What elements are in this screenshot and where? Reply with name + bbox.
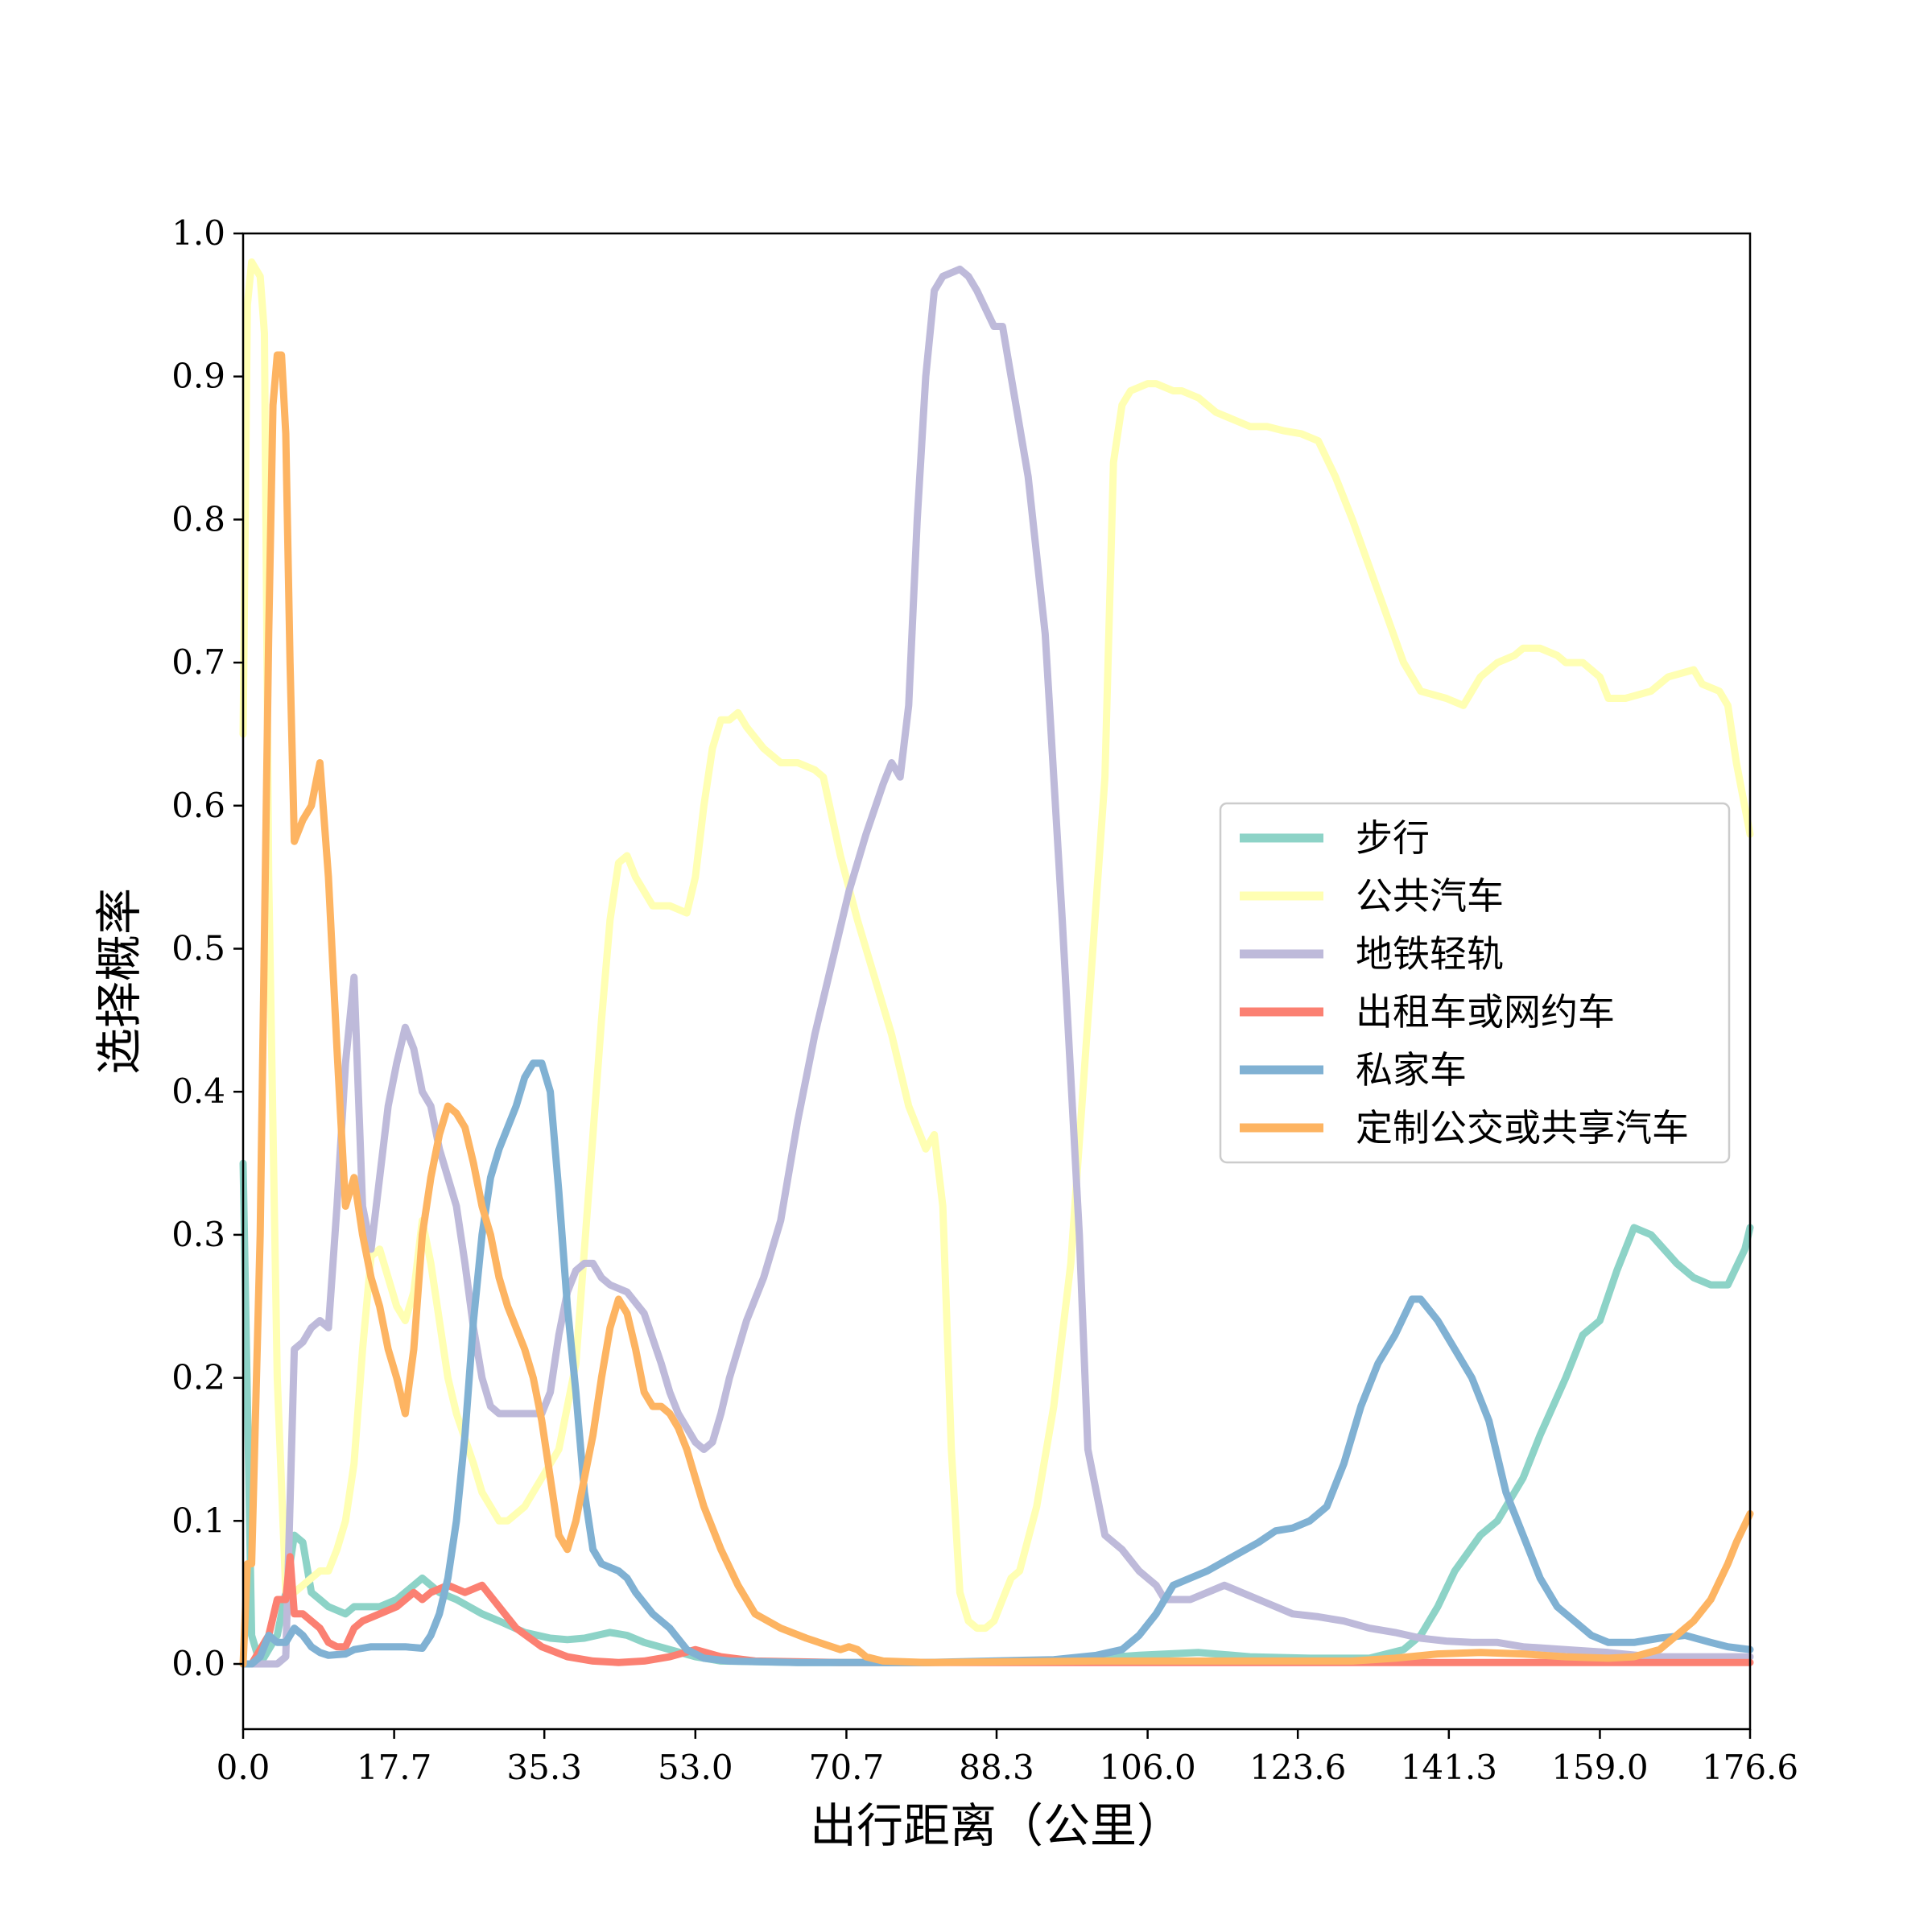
y-tick-label: 0.1 (171, 1501, 225, 1540)
x-tick-label: 0.0 (217, 1748, 270, 1787)
x-tick-label: 141.3 (1401, 1748, 1497, 1787)
x-tick-label: 176.6 (1702, 1748, 1798, 1787)
y-tick-label: 0.6 (171, 786, 225, 825)
x-tick-label: 88.3 (959, 1748, 1034, 1787)
series-line-1 (239, 258, 1754, 1633)
x-tick-label: 35.3 (506, 1748, 582, 1787)
plot-lines (239, 258, 1754, 1668)
y-tick-label: 0.7 (171, 642, 225, 682)
y-tick-label: 0.9 (171, 357, 225, 396)
x-tick-label: 123.6 (1249, 1748, 1346, 1787)
y-tick-label: 0.0 (171, 1644, 225, 1683)
y-tick-label: 0.4 (171, 1071, 225, 1111)
x-tick-label: 53.0 (658, 1748, 733, 1787)
x-tick-label: 70.7 (809, 1748, 885, 1787)
x-tick-label: 159.0 (1551, 1748, 1648, 1787)
legend-box (1219, 802, 1731, 1164)
x-tick-label: 106.0 (1099, 1748, 1195, 1787)
x-axis-ticks: 0.0 17.7 35.3 53.0 70.7 88.3 106.0 123.6 141.3 15… (217, 1729, 1798, 1787)
series-line-4 (239, 1059, 1754, 1668)
legend-label-0: 步行 (1356, 816, 1430, 860)
legend-label-2: 地铁轻轨 (1356, 932, 1504, 976)
series-line-2 (239, 265, 1754, 1668)
series-line-5 (239, 351, 1754, 1668)
x-axis-title: 出行距离（公里） (810, 1798, 1183, 1853)
y-tick-label: 0.3 (171, 1215, 225, 1254)
y-tick-label: 0.2 (171, 1358, 225, 1397)
y-tick-label: 1.0 (171, 213, 225, 253)
y-axis-title: 选择概率 (92, 888, 147, 1075)
y-tick-label: 0.8 (171, 499, 225, 539)
x-tick-label: 17.7 (357, 1748, 432, 1787)
legend-label-3: 出租车或网约车 (1356, 990, 1615, 1034)
legend-label-4: 私家车 (1356, 1048, 1467, 1092)
legend-label-1: 公共汽车 (1356, 874, 1504, 918)
y-axis-ticks: 0.0 0.1 0.2 0.3 0.4 0.5 0.6 0.7 0.8 0.9 1.0 (171, 213, 243, 1683)
y-tick-label: 0.5 (171, 929, 225, 968)
legend-label-5: 定制公交或共享汽车 (1356, 1106, 1689, 1150)
